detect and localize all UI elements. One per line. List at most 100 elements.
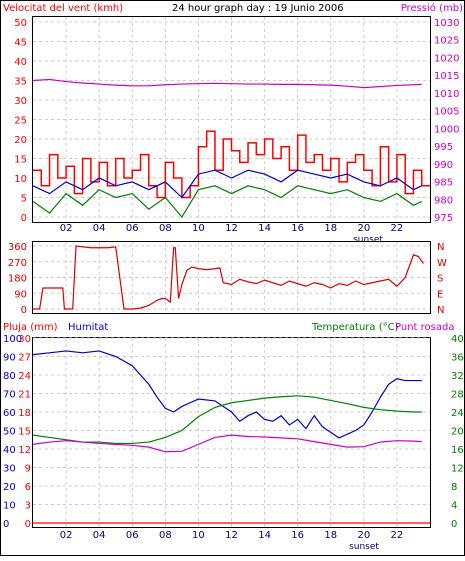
hour-tick-label: 12 xyxy=(225,530,238,541)
hour-tick-label: 16 xyxy=(291,530,304,541)
direction-tick-label: 360 xyxy=(8,242,27,253)
pressure-tick-label: 1020 xyxy=(434,53,459,64)
wind-tick-label: 15 xyxy=(14,155,27,166)
hour-tick-label: 14 xyxy=(258,223,271,234)
series-line xyxy=(32,434,422,453)
pressure-tick-label: 995 xyxy=(434,142,453,153)
compass-label: S xyxy=(437,274,443,285)
temperature-tick-label: 16 xyxy=(451,445,464,456)
hour-tick-label: 08 xyxy=(159,530,172,541)
rain-title: Pluja (mm) xyxy=(3,322,58,333)
rain-tick-label: 15 xyxy=(18,427,31,438)
humidity-tick-label: 60 xyxy=(3,408,16,419)
wind-tick-label: 5 xyxy=(21,194,27,205)
series-line xyxy=(33,130,430,199)
wind-tick-label: 50 xyxy=(14,18,27,29)
pressure-tick-label: 1010 xyxy=(434,89,459,100)
direction-tick-label: 0 xyxy=(21,305,27,316)
humidity-title: Humitat xyxy=(68,322,108,333)
sunset-label: sunset xyxy=(353,235,383,245)
temperature-tick-label: 0 xyxy=(451,519,457,530)
pressure-tick-label: 990 xyxy=(434,160,453,171)
rain-tick-label: 27 xyxy=(18,353,31,364)
hour-tick-label: 10 xyxy=(192,530,205,541)
series-line xyxy=(33,245,424,310)
wind-x-ticks: 02 04 06 08 10 12 14 16 18 20 22 xyxy=(60,223,404,234)
temperature-tick-label: 8 xyxy=(451,482,457,493)
rain-tick-label: 12 xyxy=(18,445,31,456)
pressure-tick-label: 1025 xyxy=(434,36,459,47)
wind-title: Velocitat del vent (kmh) xyxy=(3,3,123,14)
hour-tick-label: 18 xyxy=(324,223,337,234)
rain-tick-label: 3 xyxy=(25,501,31,512)
sunset-label: sunset xyxy=(349,542,379,552)
temperature-tick-label: 40 xyxy=(451,334,464,345)
hour-tick-label: 06 xyxy=(126,223,139,234)
humidity-tick-label: 90 xyxy=(3,353,16,364)
humidity-tick-label: 80 xyxy=(3,371,16,382)
temperature-title: Temperatura (°C) xyxy=(311,322,399,333)
direction-axis-ticks: 0 90 180 270 360 xyxy=(8,242,27,316)
pressure-tick-label: 980 xyxy=(434,195,453,206)
direction-tick-label: 180 xyxy=(8,274,27,285)
hour-tick-label: 02 xyxy=(60,223,73,234)
temperature-tick-label: 24 xyxy=(451,408,464,419)
pressure-tick-label: 1000 xyxy=(434,124,459,135)
temperature-axis-ticks: 0 4 8 12 16 20 24 28 32 36 40 xyxy=(451,334,464,530)
rain-tick-label: 24 xyxy=(18,371,31,382)
main-title: 24 hour graph day : 19 Junio 2006 xyxy=(172,3,344,14)
hour-tick-label: 20 xyxy=(357,223,370,234)
compass-label: W xyxy=(437,258,447,269)
climate-series xyxy=(32,350,430,524)
wind-tick-label: 40 xyxy=(14,57,27,68)
wind-tick-label: 30 xyxy=(14,96,27,107)
pressure-tick-label: 1005 xyxy=(434,107,459,118)
rain-axis-ticks: 0 3 6 9 12 15 18 21 24 27 30 xyxy=(18,334,31,530)
series-line xyxy=(32,350,422,439)
hour-tick-label: 08 xyxy=(159,223,172,234)
hour-tick-label: 16 xyxy=(291,223,304,234)
wind-tick-label: 25 xyxy=(14,116,27,127)
wind-tick-label: 45 xyxy=(14,38,27,49)
humidity-tick-label: 0 xyxy=(3,519,9,530)
hour-tick-label: 14 xyxy=(258,530,271,541)
humidity-tick-label: 10 xyxy=(3,501,16,512)
humidity-tick-label: 20 xyxy=(3,482,16,493)
temperature-tick-label: 32 xyxy=(451,371,464,382)
climate-frame xyxy=(32,337,431,528)
hour-tick-label: 02 xyxy=(60,530,73,541)
pressure-title: Pressió (mb) xyxy=(401,2,463,14)
hour-tick-label: 20 xyxy=(357,530,370,541)
hour-tick-label: 18 xyxy=(324,530,337,541)
rain-tick-label: 18 xyxy=(18,408,31,419)
pressure-axis-ticks: 975 980 985 990 995 1000 1005 1010 1015 1020 1025 1… xyxy=(434,18,459,224)
humidity-tick-label: 100 xyxy=(3,334,22,345)
humidity-tick-label: 40 xyxy=(3,445,16,456)
series-line xyxy=(32,185,422,219)
wind-tick-label: 20 xyxy=(14,135,27,146)
rain-tick-label: 9 xyxy=(25,464,31,475)
wind-tick-label: 35 xyxy=(14,77,27,88)
temperature-tick-label: 36 xyxy=(451,353,464,364)
hour-tick-label: 10 xyxy=(192,223,205,234)
wind-axis-ticks: 0 5 10 15 20 25 30 35 40 45 50 xyxy=(14,18,27,224)
rain-tick-label: 0 xyxy=(25,519,31,530)
hour-tick-label: 04 xyxy=(93,530,106,541)
pressure-tick-label: 975 xyxy=(434,213,453,224)
series-line xyxy=(32,78,422,89)
dewpoint-title: Punt rosada xyxy=(395,322,454,333)
wind-tick-label: 10 xyxy=(14,174,27,185)
compass-label: N xyxy=(437,242,444,253)
temperature-tick-label: 28 xyxy=(451,390,464,401)
hour-tick-label: 12 xyxy=(225,223,238,234)
pressure-tick-label: 1015 xyxy=(434,71,459,82)
compass-label: N xyxy=(437,305,444,316)
hour-tick-label: 22 xyxy=(391,530,404,541)
wind-direction-grid xyxy=(33,242,430,313)
temperature-tick-label: 4 xyxy=(451,501,457,512)
